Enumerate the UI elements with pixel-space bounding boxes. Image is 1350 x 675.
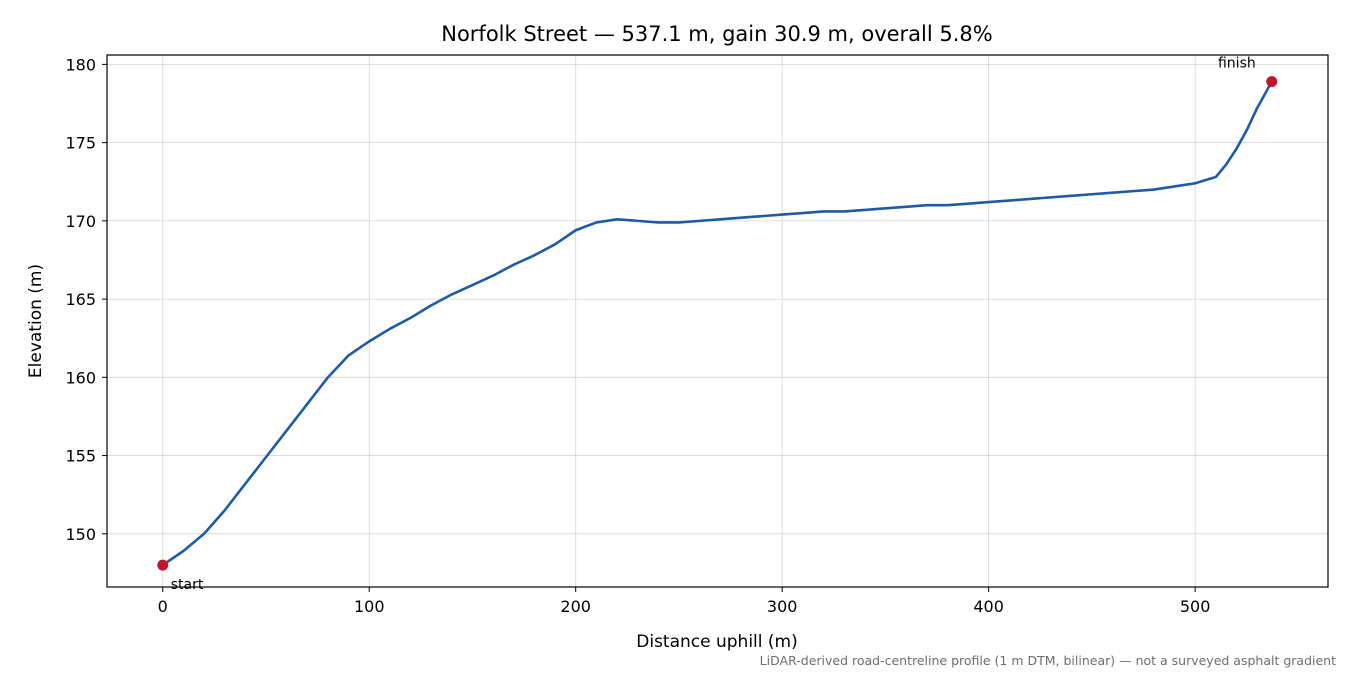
y-axis-ticks: 150 155 160 165 170 175 180 bbox=[65, 55, 107, 544]
x-tick-label: 300 bbox=[767, 597, 798, 616]
x-tick-label: 400 bbox=[973, 597, 1004, 616]
elevation-line bbox=[161, 80, 1274, 567]
x-axis-ticks: 0 100 200 300 400 500 bbox=[158, 587, 1211, 616]
plot-area bbox=[161, 80, 1274, 567]
y-tick-label: 155 bbox=[65, 447, 96, 466]
x-tick-label: 200 bbox=[560, 597, 591, 616]
plot-frame bbox=[106, 54, 1329, 588]
y-tick-label: 170 bbox=[65, 212, 96, 231]
start-marker bbox=[157, 559, 169, 571]
y-axis-label: Elevation (m) bbox=[26, 264, 46, 378]
grid-lines bbox=[107, 55, 1328, 587]
chart-title: Norfolk Street — 537.1 m, gain 30.9 m, o… bbox=[441, 22, 993, 46]
y-tick-label: 165 bbox=[65, 290, 96, 309]
footnote: LiDAR-derived road-centreline profile (1… bbox=[760, 653, 1336, 668]
y-tick-label: 175 bbox=[65, 134, 96, 153]
y-tick-label: 150 bbox=[65, 525, 96, 544]
y-tick-label: 160 bbox=[65, 368, 96, 387]
y-tick-label: 180 bbox=[65, 55, 96, 74]
finish-marker bbox=[1266, 76, 1278, 88]
start-label: start bbox=[171, 577, 204, 593]
finish-label: finish bbox=[1218, 56, 1256, 72]
x-tick-label: 500 bbox=[1180, 597, 1211, 616]
annotations: start finish bbox=[157, 56, 1278, 593]
x-axis-label: Distance uphill (m) bbox=[636, 632, 797, 652]
x-tick-label: 0 bbox=[158, 597, 168, 616]
x-tick-label: 100 bbox=[354, 597, 385, 616]
